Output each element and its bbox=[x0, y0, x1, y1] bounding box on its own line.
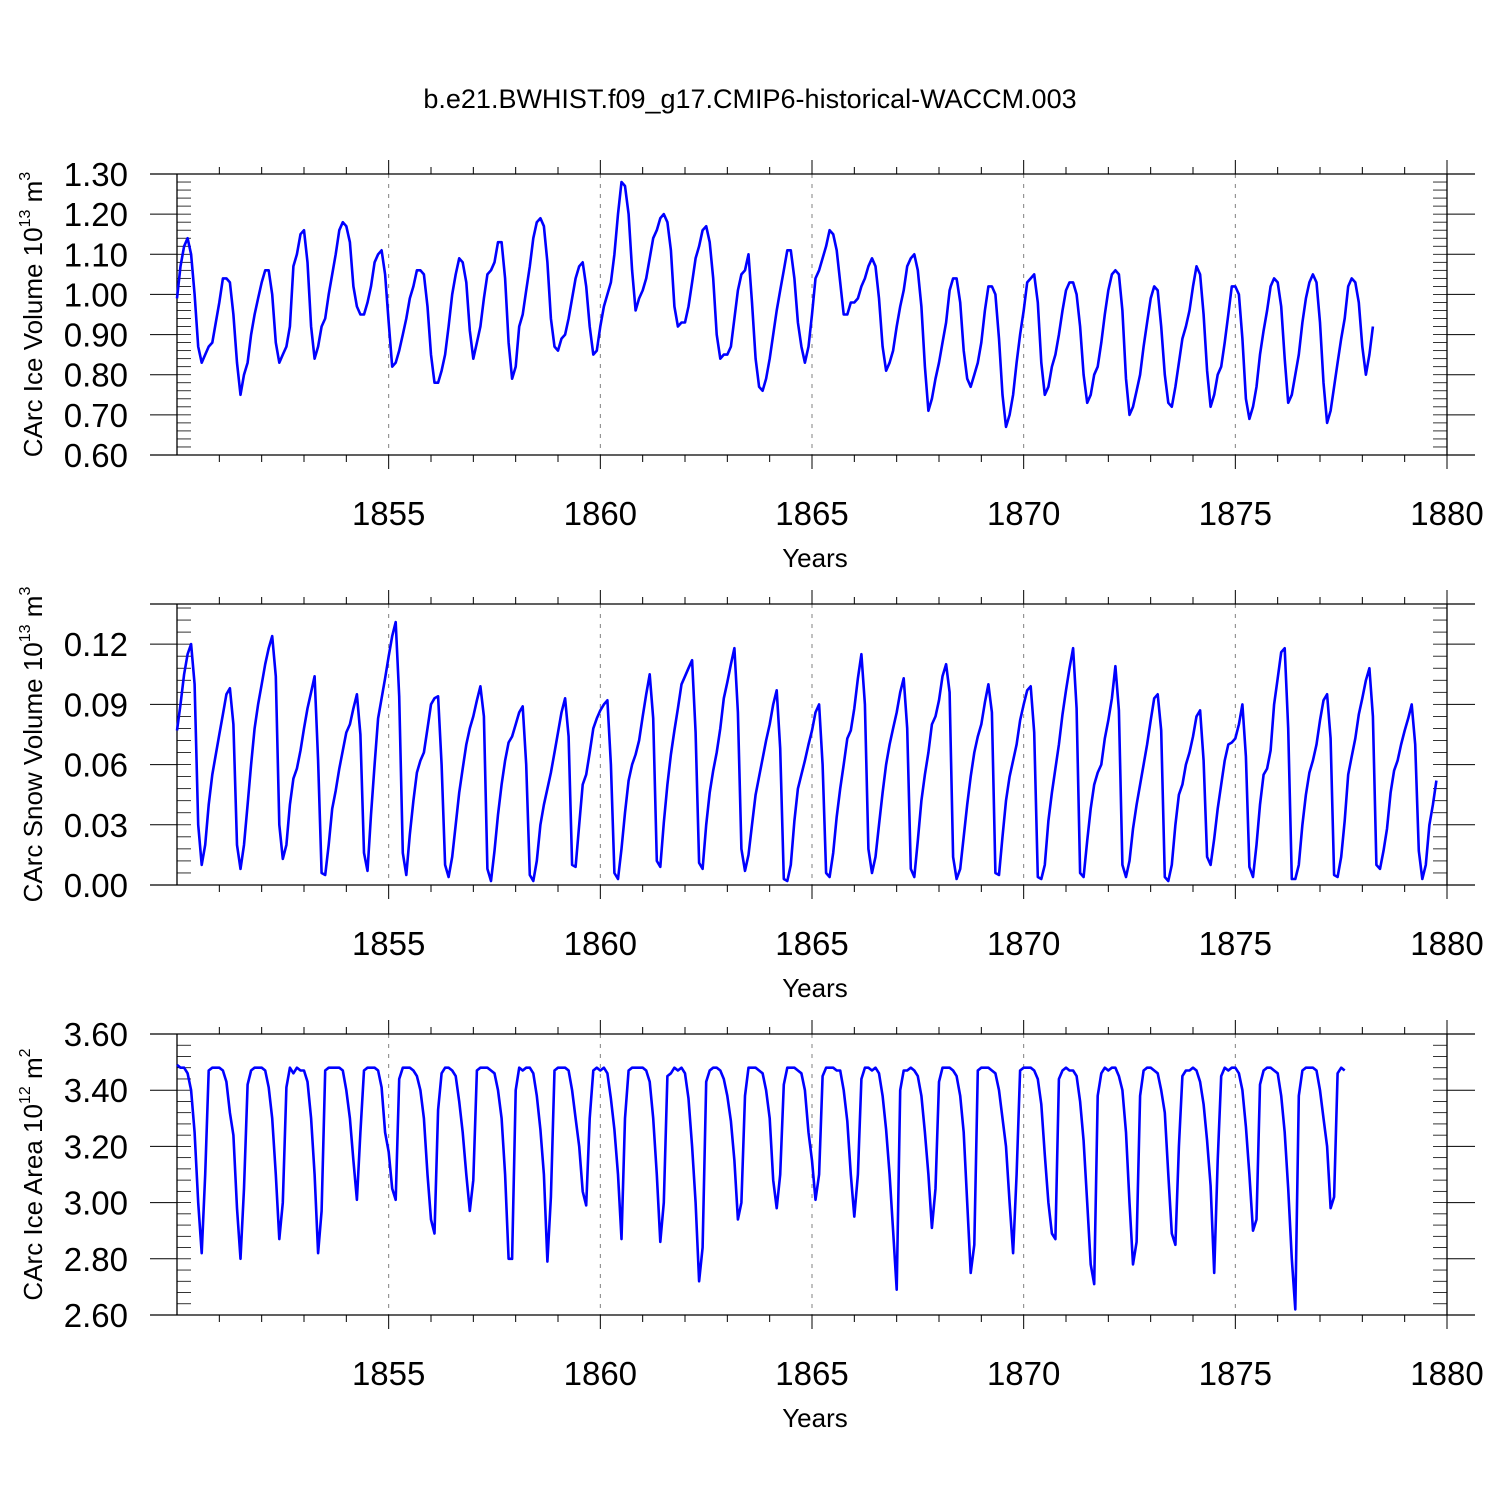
y-axis-title-unit-exp: 3 bbox=[17, 172, 34, 181]
y-tick-label: 3.20 bbox=[64, 1128, 128, 1165]
y-axis-title-exp: 13 bbox=[17, 624, 34, 642]
y-tick-label: 0.90 bbox=[64, 317, 128, 354]
y-axis-title-exp: 13 bbox=[17, 210, 34, 228]
y-tick-label: 0.09 bbox=[64, 686, 128, 723]
y-axis-title: CArc Snow Volume 1013 m3 bbox=[17, 587, 48, 903]
x-tick-label: 1855 bbox=[352, 495, 425, 532]
x-tick-label: 1870 bbox=[987, 495, 1060, 532]
y-tick-label: 3.40 bbox=[64, 1072, 128, 1109]
x-tick-label: 1880 bbox=[1410, 495, 1483, 532]
y-tick-label: 3.60 bbox=[64, 1016, 128, 1053]
y-tick-label: 0.80 bbox=[64, 357, 128, 394]
series-line bbox=[175, 180, 1375, 429]
x-tick-label: 1860 bbox=[564, 925, 637, 962]
y-axis-title-text: CArc Ice Area 10 bbox=[18, 1104, 48, 1301]
x-tick-label: 1865 bbox=[775, 925, 848, 962]
y-tick-label: 0.70 bbox=[64, 397, 128, 434]
y-axis-title-text: CArc Ice Volume 10 bbox=[18, 227, 48, 457]
y-axis-title-unit-exp: 3 bbox=[17, 587, 34, 596]
y-tick-label: 0.00 bbox=[64, 867, 128, 904]
y-axis-title-unit-exp: 2 bbox=[17, 1048, 34, 1057]
page-title: b.e21.BWHIST.f09_g17.CMIP6-historical-WA… bbox=[423, 84, 1077, 114]
y-tick-label: 1.20 bbox=[64, 196, 128, 233]
x-tick-label: 1870 bbox=[987, 925, 1060, 962]
y-tick-label: 1.00 bbox=[64, 276, 128, 313]
y-axis-title: CArc Ice Volume 1013 m3 bbox=[17, 172, 48, 457]
y-tick-label: 1.10 bbox=[64, 236, 128, 273]
y-tick-label: 3.00 bbox=[64, 1185, 128, 1222]
y-tick-label: 1.30 bbox=[64, 156, 128, 193]
x-tick-label: 1865 bbox=[775, 495, 848, 532]
y-axis-title-text: CArc Snow Volume 10 bbox=[18, 642, 48, 902]
y-axis-title-unit: m bbox=[18, 596, 48, 625]
x-tick-label: 1855 bbox=[352, 925, 425, 962]
y-tick-label: 0.12 bbox=[64, 626, 128, 663]
x-axis-title: Years bbox=[782, 543, 848, 573]
x-tick-label: 1880 bbox=[1410, 925, 1483, 962]
x-tick-label: 1875 bbox=[1199, 1355, 1272, 1392]
series-line bbox=[176, 1063, 1346, 1311]
y-tick-label: 0.60 bbox=[64, 437, 128, 474]
x-axis-title: Years bbox=[782, 1403, 848, 1433]
x-tick-label: 1875 bbox=[1199, 495, 1272, 532]
x-tick-label: 1855 bbox=[352, 1355, 425, 1392]
y-axis-title: CArc Ice Area 1012 m2 bbox=[17, 1048, 48, 1300]
x-tick-label: 1860 bbox=[564, 1355, 637, 1392]
series-line bbox=[175, 620, 1438, 883]
x-tick-label: 1870 bbox=[987, 1355, 1060, 1392]
y-tick-label: 0.06 bbox=[64, 747, 128, 784]
y-tick-label: 0.03 bbox=[64, 807, 128, 844]
x-tick-label: 1880 bbox=[1410, 1355, 1483, 1392]
ice-volume-chart: 1855 1860 1865 1870 1875 1880 Years 0.600.700.8… bbox=[17, 156, 1484, 573]
x-tick-label: 1875 bbox=[1199, 925, 1272, 962]
y-axis-title-unit: m bbox=[18, 1057, 48, 1086]
x-tick-label: 1860 bbox=[564, 495, 637, 532]
y-axis-title-exp: 12 bbox=[17, 1086, 34, 1104]
x-axis-title: Years bbox=[782, 973, 848, 1003]
y-axis-title-unit: m bbox=[18, 181, 48, 210]
y-tick-label: 2.60 bbox=[64, 1297, 128, 1334]
y-tick-label: 2.80 bbox=[64, 1241, 128, 1278]
ice-area-chart: 1855 1860 1865 1870 1875 1880 Years 2.60 2.80 3.0… bbox=[17, 1016, 1484, 1433]
x-tick-label: 1865 bbox=[775, 1355, 848, 1392]
snow-volume-chart: 1855 1860 1865 1870 1875 1880 Years 0.00 0.03 0.0… bbox=[17, 587, 1484, 1003]
